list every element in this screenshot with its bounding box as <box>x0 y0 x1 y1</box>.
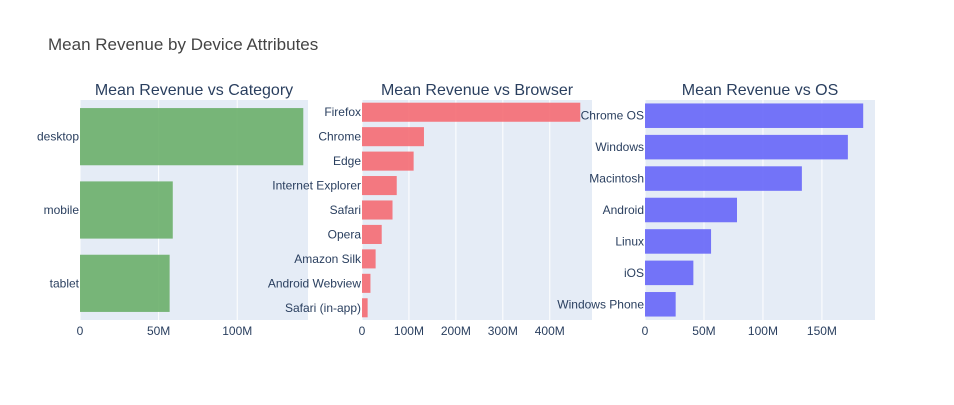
y-tick-label-os: iOS <box>624 266 644 280</box>
bar-os-macintosh <box>645 166 802 191</box>
main-title: Mean Revenue by Device Attributes <box>48 35 318 54</box>
x-tick-label-category: 50M <box>147 324 170 338</box>
subplot-title-os: Mean Revenue vs OS <box>682 82 839 99</box>
y-tick-label-browser: Internet Explorer <box>272 179 361 193</box>
bar-browser-firefox <box>362 102 581 122</box>
x-tick-label-os: 100M <box>748 324 778 338</box>
x-tick-label-browser: 0 <box>359 324 366 338</box>
bar-browser-chrome <box>362 127 424 147</box>
x-tick-label-browser: 300M <box>488 324 518 338</box>
y-tick-label-os: Windows <box>595 140 644 154</box>
bar-os-linux <box>645 229 712 254</box>
x-tick-label-browser: 100M <box>394 324 424 338</box>
y-tick-label-browser: Amazon Silk <box>294 252 362 266</box>
y-tick-label-os: Windows Phone <box>557 297 644 311</box>
subplot-title-category: Mean Revenue vs Category <box>95 82 293 99</box>
y-tick-label-os: Macintosh <box>589 172 644 186</box>
y-tick-label-browser: Safari (in-app) <box>285 301 361 315</box>
bar-browser-safari-in-app <box>362 298 368 318</box>
bar-os-android <box>645 197 737 223</box>
y-tick-label-category: tablet <box>50 276 80 290</box>
x-tick-label-os: 0 <box>642 324 649 338</box>
y-tick-label-category: desktop <box>37 130 79 144</box>
y-tick-label-os: Android <box>603 203 644 217</box>
bar-browser-android-webview <box>362 273 371 293</box>
y-tick-label-os: Linux <box>615 234 644 248</box>
y-tick-label-os: Chrome OS <box>581 109 644 123</box>
subplot-os: Mean Revenue vs OS 0 50M 100M 150M Chrome OS… <box>557 82 875 338</box>
bar-os-windows <box>645 134 848 160</box>
x-tick-label-browser: 400M <box>535 324 565 338</box>
bar-browser-opera <box>362 224 382 244</box>
x-tick-label-os: 50M <box>692 324 715 338</box>
y-tick-label-browser: Opera <box>328 227 362 241</box>
bar-category-desktop <box>80 108 304 166</box>
y-tick-label-category: mobile <box>44 203 80 217</box>
bar-os-windows-phone <box>645 292 676 317</box>
y-tick-label-browser: Edge <box>333 154 361 168</box>
x-tick-label-os: 150M <box>807 324 837 338</box>
subplot-category: Mean Revenue vs Category 0 50M 100M desktop… <box>37 82 308 338</box>
bar-browser-edge <box>362 151 414 171</box>
y-tick-label-browser: Chrome <box>318 130 361 144</box>
bar-browser-internet-explorer <box>362 176 397 196</box>
y-tick-label-browser: Firefox <box>324 105 361 119</box>
bar-category-mobile <box>80 181 173 239</box>
bar-browser-safari <box>362 200 393 220</box>
subplot-title-browser: Mean Revenue vs Browser <box>381 82 574 99</box>
y-tick-label-browser: Android Webview <box>268 276 361 290</box>
bar-category-tablet <box>80 254 170 312</box>
x-tick-label-category: 100M <box>222 324 252 338</box>
bar-os-ios <box>645 260 694 286</box>
subplot-browser: Mean Revenue vs Browser 0 100M 200M 300M 400… <box>268 82 592 338</box>
y-tick-label-browser: Safari <box>330 203 361 217</box>
bar-browser-amazon-silk <box>362 249 376 269</box>
x-tick-label-browser: 200M <box>441 324 471 338</box>
bar-os-chrome-os <box>645 103 864 128</box>
x-tick-label-category: 0 <box>77 324 84 338</box>
